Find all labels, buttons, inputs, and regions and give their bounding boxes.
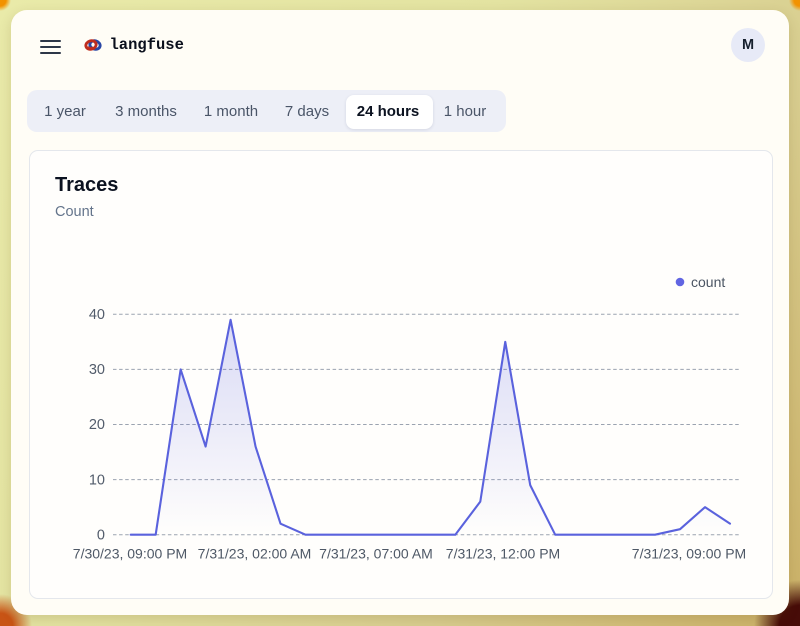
svg-text:0: 0 xyxy=(97,527,105,543)
svg-text:20: 20 xyxy=(89,417,105,433)
svg-text:7/31/23, 02:00 AM: 7/31/23, 02:00 AM xyxy=(198,546,312,562)
svg-text:7/31/23, 07:00 AM: 7/31/23, 07:00 AM xyxy=(319,546,433,562)
svg-text:40: 40 xyxy=(89,307,105,323)
svg-text:7/31/23, 09:00 PM: 7/31/23, 09:00 PM xyxy=(632,546,746,562)
svg-text:7/31/23, 12:00 PM: 7/31/23, 12:00 PM xyxy=(446,546,560,562)
svg-text:7/30/23, 09:00 PM: 7/30/23, 09:00 PM xyxy=(73,546,187,562)
svg-text:count: count xyxy=(691,274,725,290)
svg-text:10: 10 xyxy=(89,472,105,488)
svg-text:30: 30 xyxy=(89,362,105,378)
